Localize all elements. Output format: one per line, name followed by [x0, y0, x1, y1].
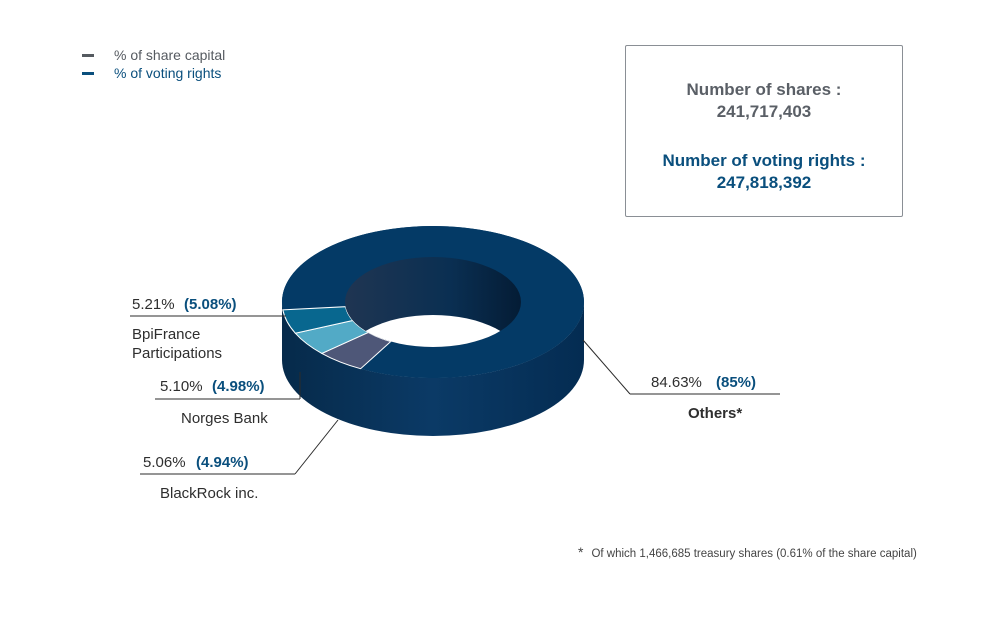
blackrock-name: BlackRock inc. [160, 485, 258, 502]
leader-line-others [582, 339, 631, 395]
legend: % of share capital % of voting rights [82, 46, 225, 82]
norges-share-value: 5.10% [160, 378, 203, 395]
footnote-text: Of which 1,466,685 treasury shares (0.61… [591, 548, 917, 560]
blackrock-voting-value: (4.94%) [196, 454, 249, 471]
others-share-value: 84.63% [651, 374, 702, 391]
legend-item-share-capital: % of share capital [82, 46, 225, 64]
norges-voting-value: (4.98%) [212, 378, 265, 395]
others-name: Others* [688, 405, 742, 422]
shares-value: 241,717,403 [716, 102, 812, 121]
bpifrance-voting-value: (5.08%) [184, 296, 237, 313]
donut-hole [345, 315, 521, 347]
leader-line-blackrock [294, 419, 339, 475]
chart-layer [281, 226, 584, 436]
outer-wall [282, 302, 584, 436]
footnote-star: * [578, 544, 584, 560]
bpifrance-share-value: 5.21% [132, 296, 175, 313]
norges-name: Norges Bank [181, 410, 268, 427]
shares-title: Number of shares : [686, 80, 842, 99]
others-voting-value: (85%) [716, 374, 756, 391]
bpifrance-name-line1: BpiFrance [132, 326, 200, 343]
legend-item-voting-rights: % of voting rights [82, 64, 225, 82]
blackrock-share-value: 5.06% [143, 454, 186, 471]
slice-others [281, 226, 584, 379]
legend-label-voting-rights: % of voting rights [114, 65, 222, 81]
voting-value: 247,818,392 [716, 173, 812, 192]
footnote: * Of which 1,466,685 treasury shares (0.6… [578, 544, 917, 560]
voting-title: Number of voting rights : [662, 151, 866, 170]
shares-info: Number of shares : 241,717,403 [626, 79, 902, 123]
bpifrance-name-line2: Participations [132, 345, 222, 362]
legend-label-share-capital: % of share capital [114, 47, 226, 63]
voting-info: Number of voting rights : 247,818,392 [626, 150, 902, 194]
share-capital-swatch [82, 53, 94, 57]
voting-rights-swatch [82, 71, 94, 75]
label-layer: 84.63% (85%) Others* 5.21% (5.08%) BpiFrance P… [130, 296, 780, 502]
shares-info-box: Number of shares : 241,717,403 Number of… [625, 45, 903, 217]
